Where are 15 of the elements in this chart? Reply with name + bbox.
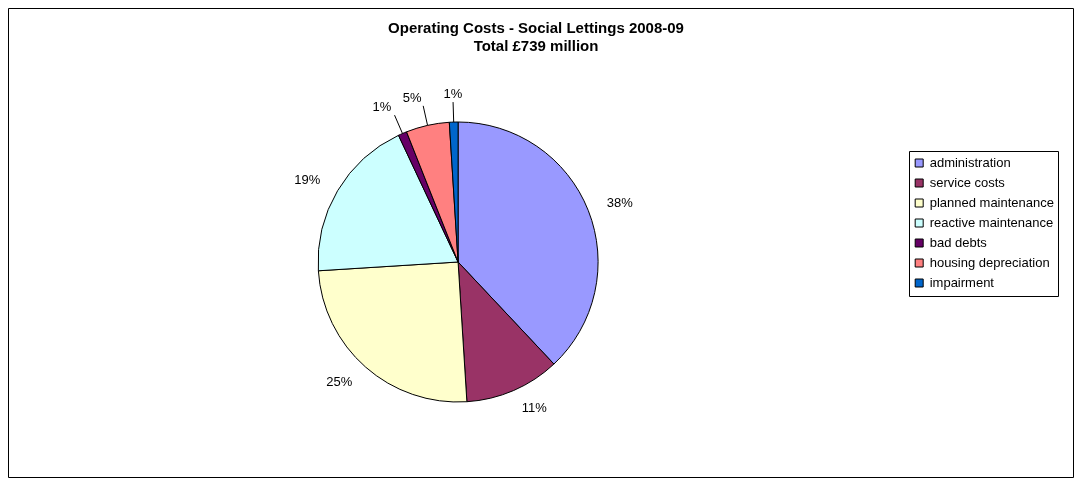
legend-label: bad debts [929, 234, 988, 250]
legend-label: housing depreciation [929, 254, 1050, 270]
data-label: 25% [326, 373, 353, 389]
data-label: 5% [402, 89, 422, 105]
data-label: 19% [294, 172, 321, 188]
chart-title: Operating Costs - Social Lettings 2008-09 Total £739 million [388, 19, 684, 55]
legend-label: reactive maintenance [929, 214, 1054, 230]
legend-label: administration [929, 154, 1011, 170]
legend-label: service costs [929, 174, 1006, 190]
data-label: 38% [606, 194, 634, 210]
legend-label: planned maintenance [929, 194, 1055, 210]
data-label: 1% [443, 85, 463, 101]
data-label: 11% [521, 400, 548, 416]
legend-label: impairment [929, 274, 995, 290]
data-label: 1% [372, 99, 392, 115]
